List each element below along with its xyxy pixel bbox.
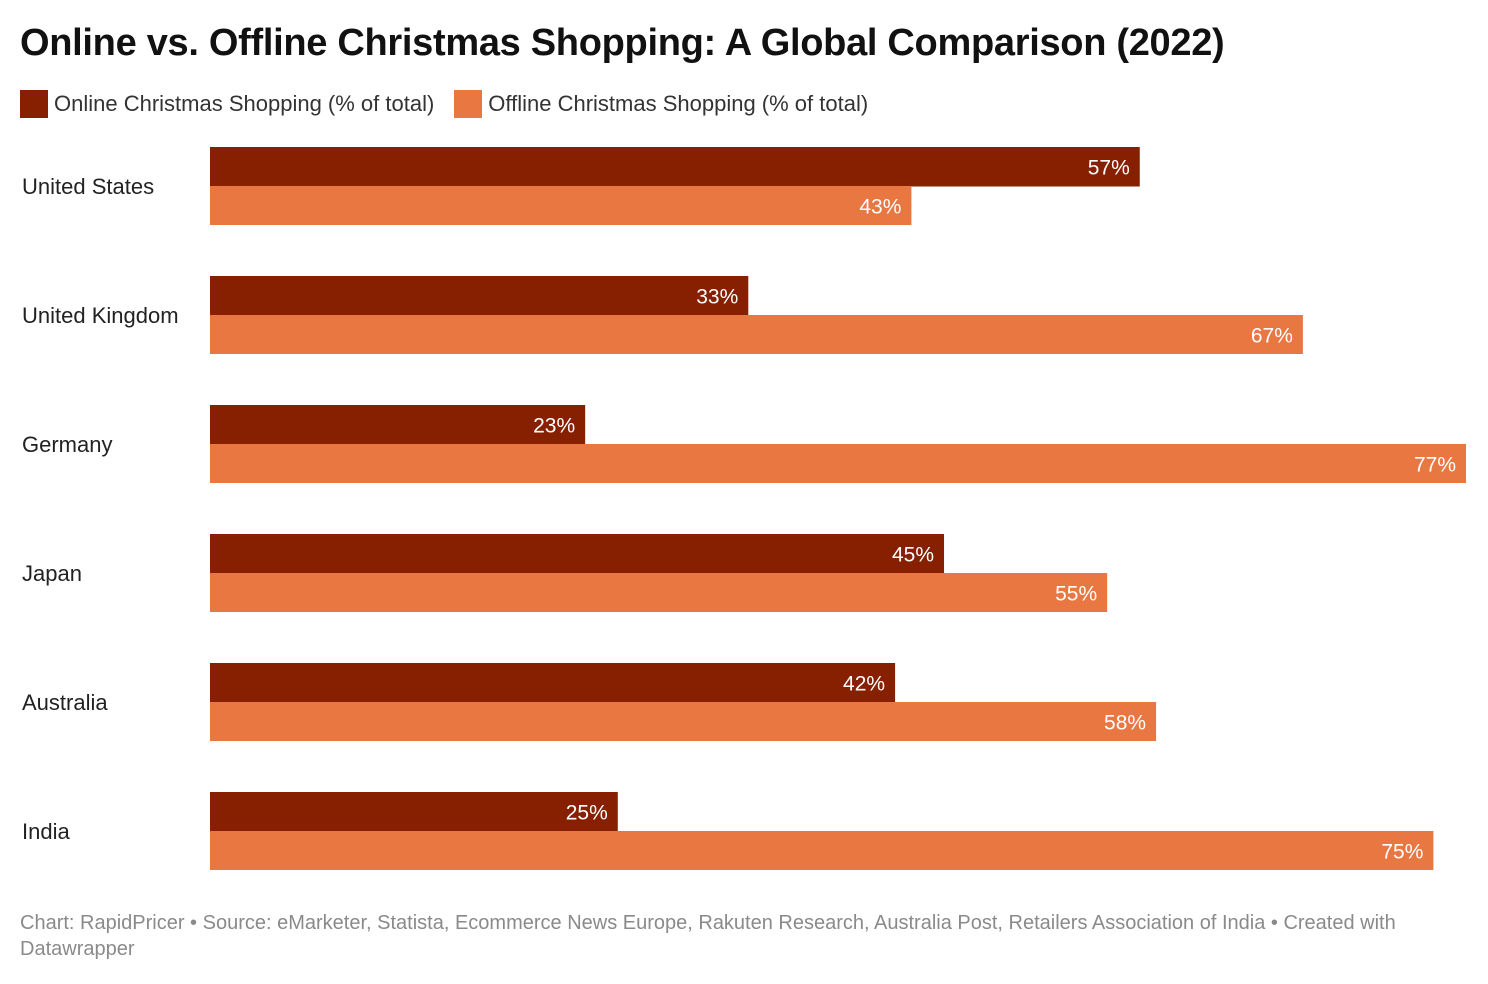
data-label-offline: 77% bbox=[1414, 454, 1456, 477]
bar-online bbox=[210, 534, 945, 574]
data-label-offline: 43% bbox=[859, 196, 901, 219]
data-label-online: 23% bbox=[533, 415, 575, 438]
legend-label-online: Online Christmas Shopping (% of total) bbox=[54, 91, 435, 116]
bar-offline bbox=[210, 831, 1434, 870]
bar-offline bbox=[210, 702, 1157, 741]
bar-offline bbox=[210, 444, 1466, 483]
category-label: Australia bbox=[22, 690, 108, 715]
category-label: United Kingdom bbox=[22, 303, 179, 328]
legend-swatch-offline bbox=[454, 90, 483, 118]
bar-online bbox=[210, 792, 618, 832]
data-label-online: 45% bbox=[892, 544, 934, 567]
bar-group: Germany 23% 77% bbox=[22, 405, 1466, 483]
bar-offline bbox=[210, 186, 912, 225]
bar-group: United Kingdom 33% 67% bbox=[22, 276, 1303, 354]
data-label-offline: 55% bbox=[1055, 583, 1097, 606]
chart-footer: Chart: RapidPricer • Source: eMarketer, … bbox=[20, 912, 1396, 960]
bar-online bbox=[210, 147, 1140, 187]
bar-offline bbox=[210, 573, 1108, 612]
bar-online bbox=[210, 405, 586, 445]
legend: Online Christmas Shopping (% of total) O… bbox=[20, 90, 888, 118]
data-label-offline: 67% bbox=[1251, 325, 1293, 348]
bar-group: Australia 42% 58% bbox=[22, 663, 1157, 741]
bar-group: India 25% 75% bbox=[22, 792, 1434, 870]
bar-offline bbox=[210, 315, 1303, 354]
data-label-offline: 58% bbox=[1104, 712, 1146, 735]
chart-title: Online vs. Offline Christmas Shopping: A… bbox=[20, 22, 1225, 64]
legend-item-online: Online Christmas Shopping (% of total) bbox=[20, 90, 434, 118]
bar-online bbox=[210, 663, 896, 703]
category-label: Japan bbox=[22, 561, 82, 586]
bar-group: United States 57% 43% bbox=[22, 147, 1140, 225]
data-label-online: 33% bbox=[696, 286, 738, 309]
legend-label-offline: Offline Christmas Shopping (% of total) bbox=[488, 91, 869, 116]
bar-group: Japan 45% 55% bbox=[22, 534, 1108, 612]
legend-swatch-online bbox=[20, 90, 48, 118]
bar-online bbox=[210, 276, 749, 316]
category-label: India bbox=[22, 819, 70, 844]
category-label: Germany bbox=[22, 432, 112, 457]
data-label-offline: 75% bbox=[1381, 841, 1423, 864]
data-label-online: 57% bbox=[1088, 157, 1130, 180]
category-label: United States bbox=[22, 174, 154, 199]
data-label-online: 42% bbox=[843, 673, 885, 696]
data-label-online: 25% bbox=[566, 802, 608, 825]
legend-item-offline: Offline Christmas Shopping (% of total) bbox=[454, 90, 868, 118]
